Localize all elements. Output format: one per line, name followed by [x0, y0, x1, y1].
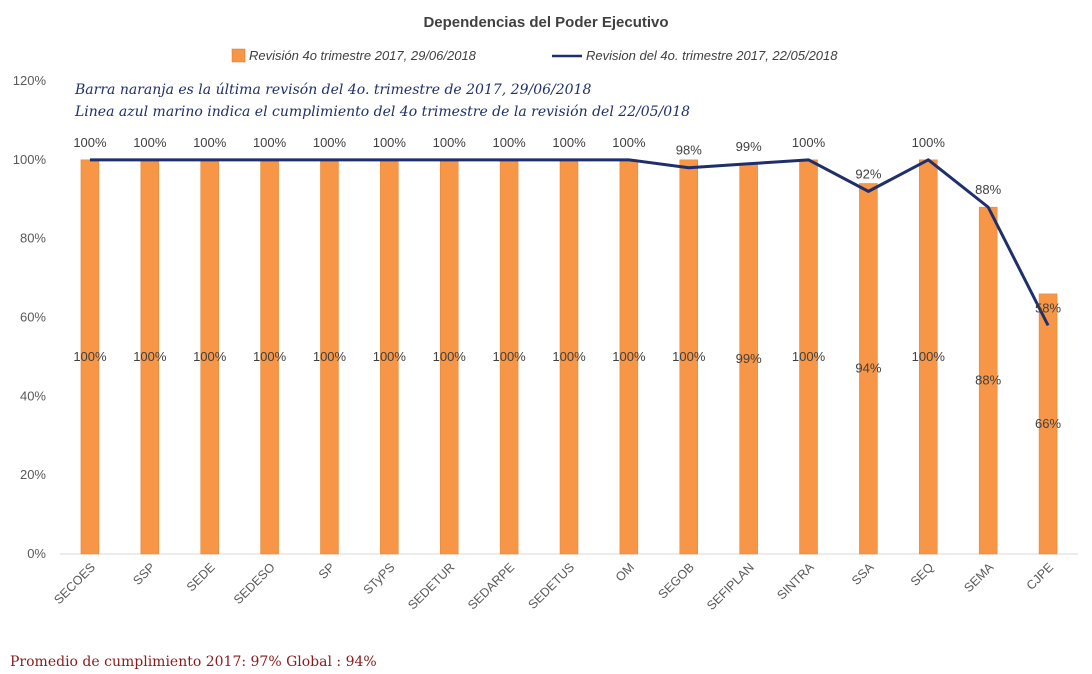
line-data-label: 100%	[373, 135, 407, 150]
category-label: SEDETUR	[405, 560, 457, 612]
annotation-blue-line-note: Linea azul marino indica el cumplimiento…	[74, 104, 690, 120]
bar-data-label: 100%	[313, 349, 347, 364]
bar	[679, 159, 699, 555]
category-label: SEDE	[184, 560, 218, 594]
footer-average-text: Promedio de cumplimiento 2017: 97% Globa…	[10, 654, 377, 670]
category-label: SEMA	[961, 560, 996, 595]
line-labels: 100% 100% 100% 100% 100% 100% 100% 100% 100% 100%…	[73, 135, 1061, 316]
line-data-label: 100%	[552, 135, 586, 150]
y-axis: 0% 20% 40% 60% 80% 100% 120%	[13, 73, 47, 561]
category-label: STyPS	[361, 560, 398, 597]
category-label: SEDESO	[231, 560, 278, 607]
bar-data-label: 100%	[193, 349, 227, 364]
bar-data-label: 100%	[133, 349, 167, 364]
category-label: SEGOB	[656, 560, 697, 601]
y-tick-label: 60%	[20, 310, 46, 325]
legend: Revisión 4o trimestre 2017, 29/06/2018 R…	[231, 48, 838, 63]
category-label: SSA	[849, 560, 877, 588]
category-label: CJPE	[1024, 560, 1056, 592]
y-tick-label: 120%	[13, 73, 47, 88]
line-series	[89, 158, 1050, 327]
y-tick-label: 100%	[13, 152, 47, 167]
chart-title: Dependencias del Poder Ejecutivo	[423, 14, 668, 31]
bar-data-label: 100%	[552, 349, 586, 364]
y-tick-label: 40%	[20, 388, 46, 403]
line-data-label: 100%	[133, 135, 167, 150]
bar-data-label: 100%	[253, 349, 287, 364]
category-label: SSP	[130, 560, 158, 588]
y-tick-label: 0%	[27, 546, 46, 561]
bar-data-label: 99%	[736, 351, 762, 366]
bar-data-label: 100%	[373, 349, 407, 364]
line-data-label: 100%	[193, 135, 227, 150]
bar-labels: 100% 100% 100% 100% 100% 100% 100% 100% 100% 100%…	[73, 349, 1061, 431]
line-data-label: 100%	[492, 135, 526, 150]
line-data-label: 100%	[612, 135, 646, 150]
line-data-label: 98%	[676, 143, 702, 158]
bar-data-label: 100%	[492, 349, 526, 364]
bar	[859, 183, 878, 555]
legend-label-bar: Revisión 4o trimestre 2017, 29/06/2018	[249, 48, 477, 63]
bar-data-label: 100%	[672, 349, 706, 364]
y-tick-label: 80%	[20, 231, 46, 246]
y-tick-label: 20%	[20, 467, 46, 482]
bar-data-label: 100%	[433, 349, 467, 364]
bar-data-label: 88%	[975, 373, 1001, 388]
category-labels: SECOES SSP SEDE SEDESO SP STyPS SEDETUR SEDARPE…	[51, 560, 1056, 613]
category-label: SEDETUS	[525, 560, 577, 612]
bar-data-label: 94%	[855, 361, 881, 376]
category-label: SEFIPLAN	[704, 560, 757, 613]
line-data-label: 88%	[975, 182, 1001, 197]
line-data-label: 92%	[855, 166, 881, 181]
bar-data-label: 100%	[73, 349, 107, 364]
legend-label-line: Revision del 4o. trimestre 2017, 22/05/2…	[586, 48, 838, 63]
bar-data-label: 66%	[1035, 416, 1061, 431]
line-data-label: 100%	[792, 135, 826, 150]
category-label: SINTRA	[774, 560, 817, 603]
category-label: SEQ	[908, 560, 937, 589]
bar	[1038, 293, 1058, 555]
category-label: SP	[316, 560, 338, 582]
category-label: SECOES	[51, 560, 98, 607]
annotation-orange-bar-note: Barra naranja es la última revisón del 4…	[74, 82, 591, 98]
line-data-label: 99%	[736, 139, 762, 154]
category-label: SEDARPE	[465, 560, 517, 612]
bar-data-label: 100%	[612, 349, 646, 364]
line-data-label: 100%	[253, 135, 287, 150]
line-data-label: 58%	[1035, 300, 1061, 315]
bars	[80, 159, 1058, 555]
legend-swatch-bar	[231, 48, 246, 63]
category-label: OM	[613, 560, 637, 584]
bar-data-label: 100%	[912, 349, 946, 364]
line-data-label: 100%	[433, 135, 467, 150]
line-data-label: 100%	[912, 135, 946, 150]
line-data-label: 100%	[313, 135, 347, 150]
line-data-label: 100%	[73, 135, 107, 150]
bar-data-label: 100%	[792, 349, 826, 364]
